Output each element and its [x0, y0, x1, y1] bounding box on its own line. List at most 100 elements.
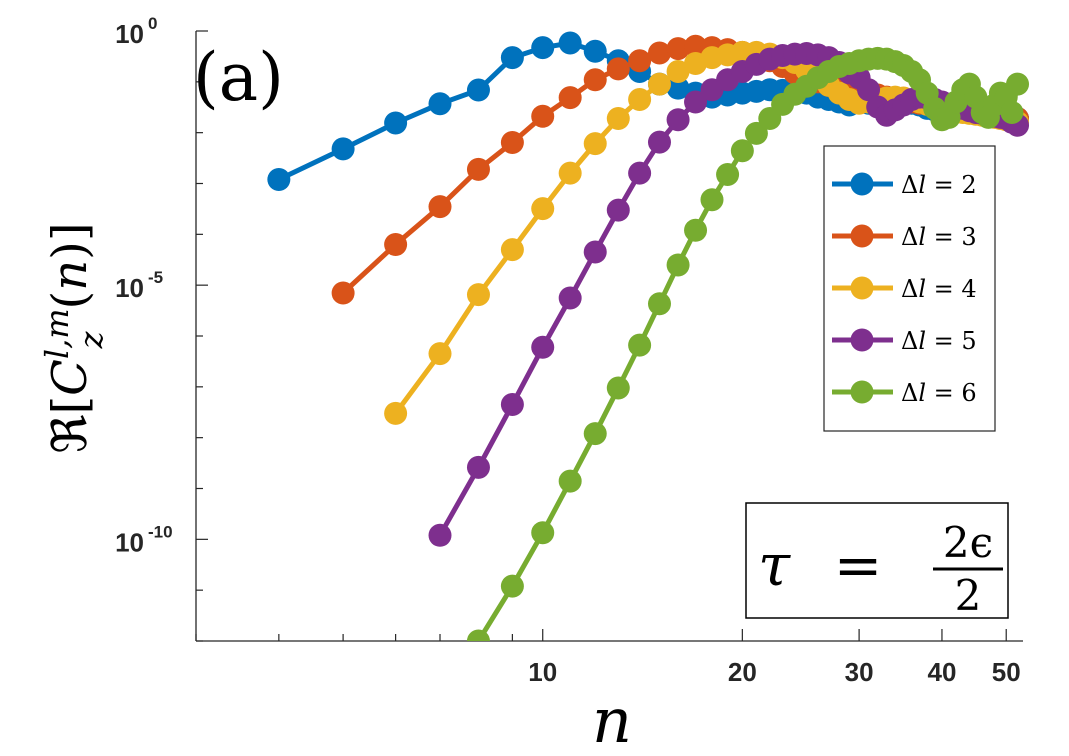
data-point [606, 106, 630, 130]
data-point [583, 240, 607, 264]
data-point [647, 41, 671, 65]
series-5 [466, 46, 1030, 641]
data-point [647, 292, 671, 316]
svg-text:ℜ[Cl,mz(n)]: ℜ[Cl,mz(n)] [38, 222, 110, 453]
legend-label: Δl = 4 [901, 275, 977, 303]
data-point [500, 46, 524, 70]
data-point [558, 86, 582, 110]
y-tick-label: 10 -10 [115, 522, 173, 557]
legend-marker [850, 380, 874, 404]
legend-label: Δl = 3 [901, 223, 977, 251]
data-point [606, 57, 630, 81]
data-point [628, 333, 652, 357]
panel-label: (a) [193, 39, 284, 116]
legend-item: Δl = 2 [832, 171, 977, 199]
data-point [583, 422, 607, 446]
data-point [647, 72, 671, 96]
data-point [384, 111, 408, 135]
data-point [666, 253, 690, 277]
data-point [1006, 72, 1030, 96]
data-point [500, 238, 524, 262]
data-point [428, 523, 452, 547]
data-point [466, 157, 490, 181]
x-tick-label: 10 [528, 657, 557, 687]
data-point [466, 78, 490, 102]
data-point [684, 218, 708, 242]
data-point [428, 92, 452, 116]
data-point [531, 521, 555, 545]
x-axis-label: n [592, 684, 632, 756]
legend-label: Δl = 2 [901, 171, 977, 199]
data-point [583, 132, 607, 156]
series-layer [267, 31, 1030, 641]
data-point [466, 283, 490, 307]
data-point [384, 401, 408, 425]
y-tick-label: 10 0 [115, 14, 157, 49]
legend-marker [850, 328, 874, 352]
legend-marker [850, 172, 874, 196]
data-point [558, 286, 582, 310]
x-tick-label: 50 [992, 657, 1021, 687]
data-point [684, 34, 708, 58]
data-point [666, 59, 690, 83]
svg-text:-5: -5 [148, 268, 163, 287]
data-point [1000, 100, 1024, 124]
data-point [857, 78, 881, 102]
data-point [466, 455, 490, 479]
data-point [628, 49, 652, 73]
legend-label: Δl = 6 [901, 379, 977, 407]
data-point [500, 574, 524, 598]
data-point [700, 188, 724, 212]
legend-marker [850, 224, 874, 248]
data-point [500, 392, 524, 416]
data-point [558, 161, 582, 185]
legend-item: Δl = 6 [832, 379, 977, 407]
data-point [666, 37, 690, 61]
data-point [666, 108, 690, 132]
svg-text:10: 10 [115, 19, 144, 49]
data-point [606, 376, 630, 400]
data-point [331, 281, 355, 305]
annotation-equals: = [834, 531, 883, 599]
data-point [730, 139, 754, 163]
legend-marker [850, 276, 874, 300]
data-point [583, 68, 607, 92]
annotation-numerator: 2ϵ [943, 518, 993, 567]
legend-item: Δl = 5 [832, 327, 977, 355]
data-point [428, 342, 452, 366]
data-point [606, 198, 630, 222]
svg-text:0: 0 [148, 14, 157, 33]
x-tick-label: 20 [728, 657, 757, 687]
data-point [583, 39, 607, 63]
legend: Δl = 2 Δl = 3 Δl = 4 Δl = 5 Δl = 6 [823, 145, 996, 432]
x-tick-label: 30 [845, 657, 874, 687]
data-point [500, 131, 524, 155]
data-point [267, 167, 291, 191]
legend-item: Δl = 4 [832, 275, 977, 303]
data-point [558, 31, 582, 55]
data-point [531, 36, 555, 60]
data-point [558, 469, 582, 493]
y-tick-label: 10 -5 [115, 268, 163, 303]
data-point [716, 163, 740, 187]
svg-text:10: 10 [115, 527, 144, 557]
svg-text:-10: -10 [148, 522, 173, 541]
svg-text:10: 10 [115, 273, 144, 303]
data-point [466, 629, 490, 641]
data-point [744, 121, 768, 145]
data-point [666, 76, 690, 100]
annotation-denominator: 2 [955, 571, 982, 620]
data-point [628, 161, 652, 185]
data-point [531, 335, 555, 359]
data-point [628, 87, 652, 111]
data-point [331, 137, 355, 161]
data-point [384, 233, 408, 257]
legend-item: Δl = 3 [832, 223, 977, 251]
y-axis-label: ℜ[Cl,mz(n)] [38, 222, 110, 453]
data-point [531, 104, 555, 128]
data-point [428, 195, 452, 219]
annotation-lhs: τ [758, 531, 791, 599]
data-point [684, 90, 708, 114]
